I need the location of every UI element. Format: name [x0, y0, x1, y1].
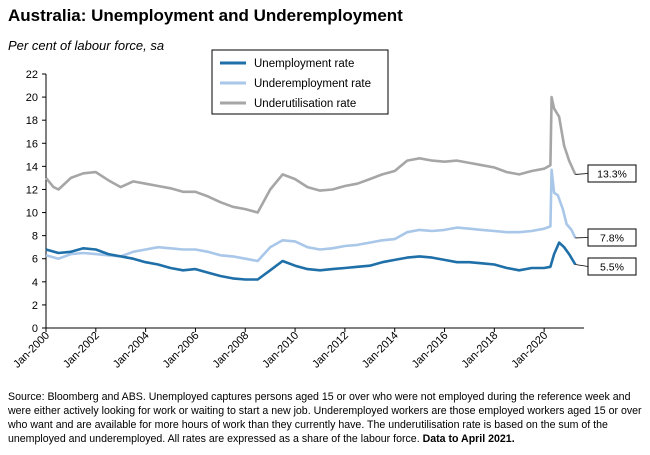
x-tick-label: Jan-2004 [111, 330, 152, 371]
y-tick-label: 2 [32, 300, 38, 312]
y-tick-label: 4 [32, 277, 38, 289]
x-tick-label: Jan-2006 [161, 330, 202, 371]
chart-subtitle: Per cent of labour force, sa [8, 38, 165, 53]
end-label: 5.5% [600, 262, 624, 274]
y-tick-label: 18 [26, 115, 38, 127]
legend: Unemployment rate Underemployment rate Und… [211, 49, 389, 115]
end-label: 7.8% [600, 233, 624, 245]
x-tick-label: Jan-2000 [11, 330, 52, 371]
legend-label: Underutilisation rate [254, 98, 356, 110]
x-tick-label: Jan-2010 [260, 330, 301, 371]
legend-label: Unemployment rate [254, 58, 354, 70]
x-tick-label: Jan-2008 [210, 330, 251, 371]
y-tick-label: 20 [26, 92, 38, 104]
x-tick-label: Jan-2016 [410, 330, 451, 371]
end-label: 13.3% [597, 169, 627, 181]
y-axis: 0 2 4 6 8 10 12 14 16 18 20 22 [26, 69, 47, 335]
end-label-box [587, 228, 637, 247]
x-axis: Jan-2000 Jan-2002 Jan-2004 Jan-2006 Jan-2008… [11, 327, 584, 371]
legend-label: Underemployment rate [254, 78, 371, 90]
y-tick-label: 22 [26, 69, 38, 81]
y-tick-label: 6 [32, 254, 38, 266]
y-tick-label: 14 [26, 161, 38, 173]
y-tick-label: 12 [26, 184, 38, 196]
source-text: Source: Bloomberg and ABS. Unemployed ca… [8, 391, 642, 445]
end-label-leader [575, 264, 589, 267]
y-tick-label: 8 [32, 231, 38, 243]
end-label-box [587, 164, 637, 183]
series-lines [44, 95, 577, 281]
series-line-underemployment-rate [45, 168, 577, 263]
series-line-underutilisation-rate [44, 95, 577, 214]
y-tick-label: 10 [26, 208, 38, 220]
end-labels: 5.5% 7.8% 13.3% [575, 164, 637, 276]
chart-title: Australia: Unemployment and Underemploym… [8, 6, 403, 25]
series-line-unemployment-rate [45, 241, 577, 281]
y-tick-label: 0 [32, 323, 38, 335]
x-tick-label: Jan-2020 [509, 330, 550, 371]
source-note: Source: Bloomberg and ABS. Unemployed ca… [8, 390, 644, 446]
x-tick-label: Jan-2012 [310, 330, 351, 371]
x-tick-label: Jan-2002 [61, 330, 102, 371]
y-tick-label: 16 [26, 138, 38, 150]
x-tick-label: Jan-2014 [360, 330, 401, 371]
end-label-leader [575, 173, 589, 175]
source-data-date: Data to April 2021. [422, 433, 515, 445]
x-tick-label: Jan-2018 [460, 330, 501, 371]
end-label-box [587, 257, 637, 276]
